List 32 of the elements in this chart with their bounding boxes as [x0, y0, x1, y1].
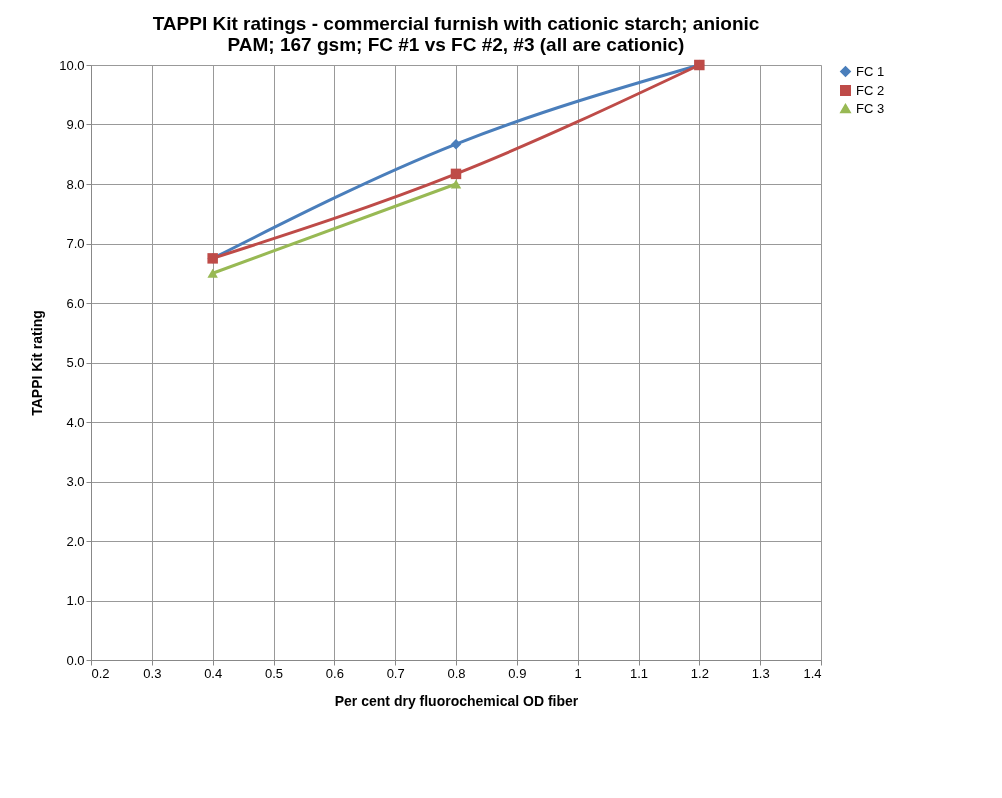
x-tick-label: 0.9: [508, 665, 527, 681]
x-tick-label: 0.2: [91, 665, 110, 681]
y-tick-label: 2.0: [66, 533, 85, 549]
chart-title: TAPPI Kit ratings - commercial furnish with cationic starch; anionic PAM; 167 gsm; FC #1 vs FC #2, #3 (all are cationic): [152, 13, 760, 55]
y-tick-label: 5.0: [66, 355, 85, 370]
legend-label: FC 3: [856, 100, 885, 116]
x-tick-label: 1.4: [803, 665, 822, 681]
y-tick-label: 4.0: [66, 414, 85, 430]
point: [450, 168, 462, 180]
legend-label: FC 2: [856, 82, 885, 98]
x-axis-title: Per cent dry fluorochemical OD fiber: [334, 692, 579, 709]
y-tick-label: 0.0: [66, 652, 85, 668]
y-tick-label: 7.0: [66, 236, 85, 251]
x-tick-label: 1.3: [751, 665, 770, 681]
x-tick-label: 1: [574, 665, 582, 681]
x-tick-label: 0.8: [447, 665, 466, 681]
x-tick-label: 0.4: [204, 665, 223, 681]
y-axis-title: TAPPI Kit rating: [29, 310, 46, 416]
y-tick-label: 8.0: [66, 176, 85, 192]
y-tick-label: 1.0: [66, 593, 85, 608]
y-tick-label: 10.0: [59, 57, 85, 73]
y-tick-label: 6.0: [66, 295, 85, 311]
y-tick-label: 3.0: [66, 474, 85, 489]
x-tick-label: 1.2: [690, 665, 709, 681]
point: [450, 138, 462, 150]
x-tick-label: 0.3: [143, 665, 162, 681]
x-tick-label: 0.7: [386, 665, 405, 681]
y-tick-label: 9.0: [66, 117, 85, 132]
x-tick-label: 0.5: [264, 665, 284, 681]
x-tick-label: 1.1: [629, 665, 649, 681]
legend-label: FC 1: [856, 63, 885, 79]
x-tick-label: 0.6: [325, 665, 344, 681]
